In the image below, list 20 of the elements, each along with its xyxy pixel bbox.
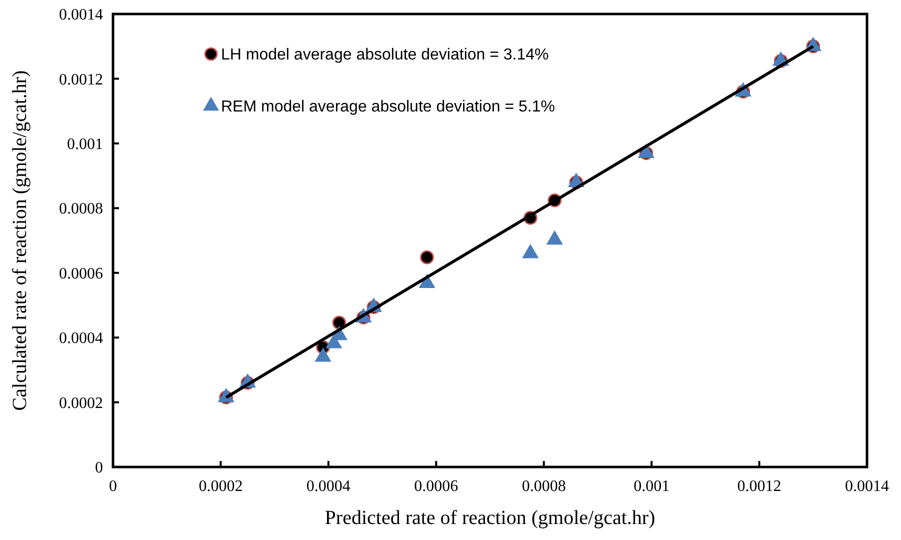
x-tick-label: 0.0014 (845, 478, 889, 495)
legend-label: REM model average absolute deviation = 5.1% (221, 98, 555, 116)
legend-label: LH model average absolute deviation = 3.14% (221, 46, 549, 64)
y-tick-label: 0.0008 (59, 200, 103, 218)
x-tick-label: 0.0012 (737, 478, 782, 495)
x-tick-label: 0 (109, 478, 117, 495)
y-tick-label: 0 (95, 460, 103, 477)
x-axis-title: Predicted rate of reaction (gmole/gcat.hr) (324, 507, 656, 529)
y-tick-label: 0.0002 (59, 394, 103, 412)
y-tick-label: 0.0014 (59, 6, 103, 24)
y-tick-label: 0.0004 (59, 330, 103, 348)
y-axis-title: Calculated rate of reaction (gmole/gcat.hr) (9, 70, 31, 411)
x-tick-label: 0.001 (634, 478, 670, 495)
x-tick-label: 0.0002 (198, 478, 243, 495)
y-tick-label: 0.0006 (59, 265, 103, 282)
y-tick-label: 0.0012 (59, 71, 103, 88)
x-tick-label: 0.0006 (414, 478, 458, 495)
x-tick-label: 0.0008 (522, 478, 566, 495)
y-tick-label: 0.001 (67, 136, 103, 154)
x-tick-label: 0.0004 (306, 478, 350, 495)
